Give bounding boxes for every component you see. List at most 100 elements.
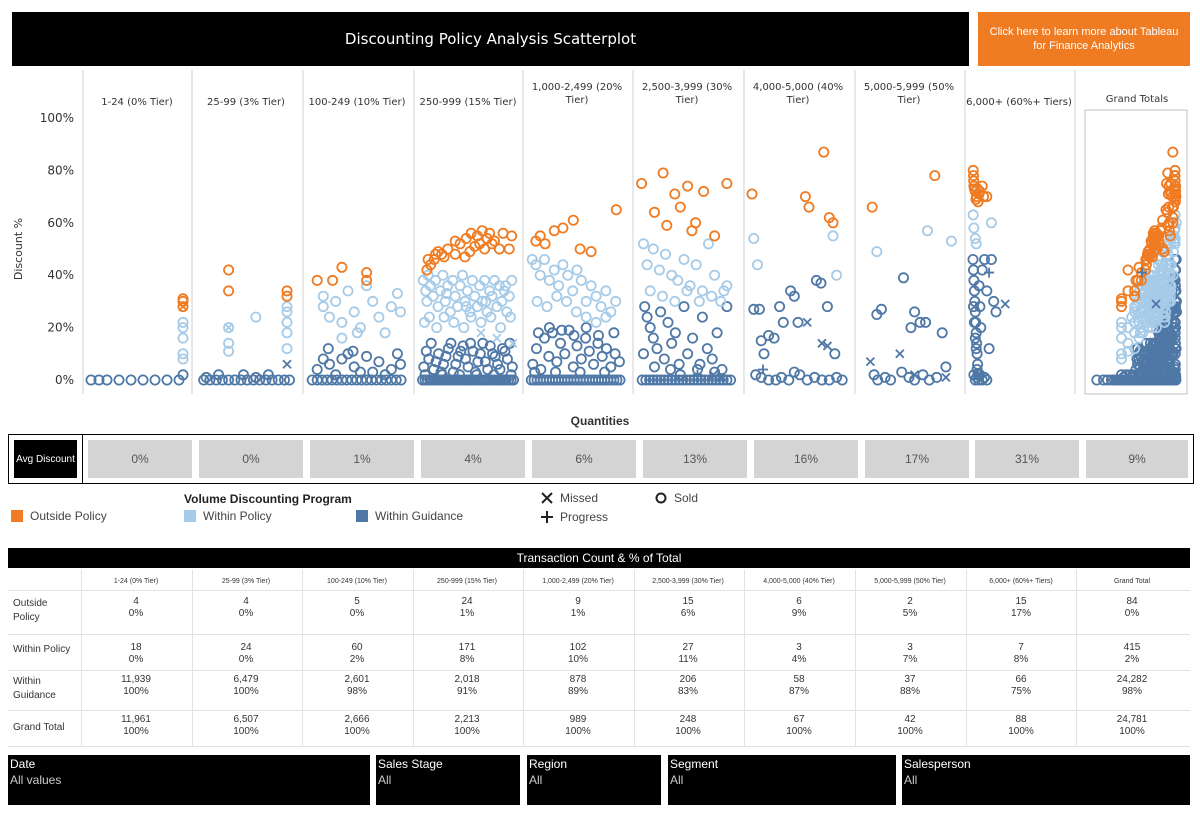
avg-discount-cell: 13% xyxy=(643,440,747,478)
missed-point xyxy=(223,322,234,333)
within-guidance-point xyxy=(640,374,652,386)
within-guidance-point xyxy=(665,363,677,375)
grand-total-outside-policy-point xyxy=(1129,285,1141,297)
within-policy-point xyxy=(458,322,470,334)
tx-row-label: Within Guidance xyxy=(13,676,56,701)
tx-cell-percent: 100% xyxy=(1008,726,1034,737)
within-guidance-point xyxy=(639,301,651,313)
tx-cell-count: 58 xyxy=(793,674,805,685)
grand-total-outside-policy-point xyxy=(1169,175,1181,187)
within-policy-point xyxy=(678,253,690,265)
tx-cell: 102 10% xyxy=(524,642,632,666)
learn-more-button[interactable]: Click here to learn more about Tableau f… xyxy=(978,12,1190,66)
tx-column-header: 100-249 (10% Tier) xyxy=(327,578,387,585)
legend-progress-label: Progress xyxy=(560,510,609,524)
legend-outside-policy[interactable]: Outside Policy xyxy=(11,509,107,523)
within-guidance-point xyxy=(972,358,984,370)
within-guidance-point xyxy=(260,374,272,386)
legend-within-guidance[interactable]: Within Guidance xyxy=(356,509,463,523)
y-tick-label: 100% xyxy=(40,111,74,125)
within-guidance-point xyxy=(666,374,678,386)
tx-row-divider xyxy=(8,590,1190,591)
legend-sold[interactable]: Sold xyxy=(655,491,698,505)
tx-cell-count: 171 xyxy=(458,642,476,653)
tx-column-header: 5,000-5,999 (50% Tier) xyxy=(874,578,946,585)
filter-value[interactable]: All xyxy=(529,773,543,787)
within-policy-point xyxy=(281,301,293,313)
within-policy-point xyxy=(557,259,569,271)
tx-cell-count: 24 xyxy=(461,596,473,607)
within-guidance-point xyxy=(775,371,787,383)
filter-date[interactable]: Date All values xyxy=(8,755,370,805)
tx-cell: 2,213 100% xyxy=(413,714,521,738)
tx-cell-count: 11,961 xyxy=(121,714,151,725)
grand-total-outside-policy-point xyxy=(1169,170,1181,182)
legend-within-policy[interactable]: Within Policy xyxy=(184,509,272,523)
within-policy-point xyxy=(431,322,443,334)
legend-progress[interactable]: Progress xyxy=(541,510,608,524)
tx-cell-percent: 100% xyxy=(897,726,923,737)
tx-cell-percent: 83% xyxy=(677,686,698,697)
within-guidance-point xyxy=(655,374,667,386)
tx-cell-count: 415 xyxy=(1123,642,1141,653)
filter-value[interactable]: All xyxy=(904,773,918,787)
within-guidance-point xyxy=(969,332,981,344)
within-policy-point xyxy=(323,311,335,323)
legend-missed[interactable]: Missed xyxy=(541,491,598,505)
within-policy-point xyxy=(460,301,472,313)
filter-value[interactable]: All xyxy=(378,773,392,787)
within-policy-point xyxy=(385,301,397,313)
missed-point xyxy=(1000,299,1010,309)
tx-cell: 67 100% xyxy=(745,714,853,738)
within-guidance-point xyxy=(347,345,359,357)
filter-value[interactable]: All values xyxy=(10,773,62,787)
within-guidance-point xyxy=(272,374,284,386)
within-guidance-point xyxy=(684,374,696,386)
legend-within-guidance-label: Within Guidance xyxy=(375,509,464,523)
within-policy-point xyxy=(531,295,543,307)
tx-cell: 27 11% xyxy=(634,642,742,666)
within-guidance-point xyxy=(489,350,501,362)
panel-separators xyxy=(82,70,1188,395)
within-policy-point xyxy=(448,316,460,328)
tx-cell-percent: 100% xyxy=(786,726,812,737)
within-policy-point xyxy=(970,238,982,250)
tx-cell-percent: 1% xyxy=(459,608,475,619)
within-guidance-point xyxy=(976,264,988,276)
y-axis-label: Discount % xyxy=(12,218,25,280)
scatter-points[interactable] xyxy=(85,146,1183,386)
within-guidance-point xyxy=(658,353,670,365)
within-guidance-point xyxy=(605,361,617,373)
filter-value[interactable]: All xyxy=(670,773,684,787)
within-guidance-point xyxy=(750,369,762,381)
grand-total-within-policy-point xyxy=(1165,259,1177,271)
filter-region[interactable]: Region All xyxy=(527,755,661,805)
outside-policy-point xyxy=(469,240,481,252)
within-policy-point xyxy=(551,290,563,302)
filter-segment[interactable]: Segment All xyxy=(668,755,896,805)
tx-column-divider xyxy=(634,570,635,746)
grand-total-outside-policy-point xyxy=(1169,188,1181,200)
tx-cell-percent: 89% xyxy=(567,686,588,697)
within-policy-point xyxy=(469,290,481,302)
filter-salesperson[interactable]: Salesperson All xyxy=(902,755,1190,805)
within-policy-point xyxy=(922,225,934,237)
within-policy-point xyxy=(580,311,592,323)
tx-cell-percent: 8% xyxy=(459,654,475,665)
within-policy-point xyxy=(177,353,189,365)
within-guidance-point xyxy=(936,327,948,339)
within-guidance-point xyxy=(763,329,775,341)
within-guidance-point xyxy=(474,348,486,360)
within-guidance-point xyxy=(674,369,686,381)
filter-sales-stage[interactable]: Sales Stage All xyxy=(376,755,520,805)
within-policy-point xyxy=(336,332,348,344)
within-policy-point xyxy=(696,285,708,297)
tx-column-divider xyxy=(523,570,524,746)
within-guidance-point xyxy=(535,363,547,375)
tx-cell-count: 6 xyxy=(796,596,802,607)
within-guidance-point xyxy=(556,324,568,336)
within-guidance-point xyxy=(593,329,605,341)
discount-scatterplot[interactable]: 1-24 (0% Tier) 25-99 (3% Tier) 100-249 (10… xyxy=(0,66,1200,408)
outside-policy-point xyxy=(721,178,733,190)
within-policy-point xyxy=(422,269,434,281)
